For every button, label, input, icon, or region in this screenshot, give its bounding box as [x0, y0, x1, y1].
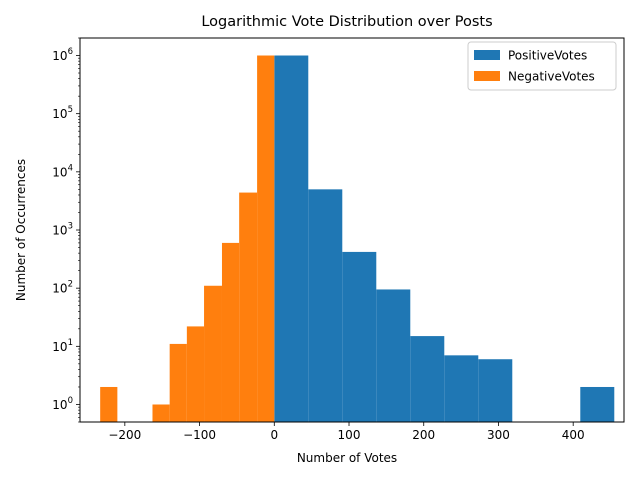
x-axis-label: Number of Votes	[297, 451, 397, 465]
legend-swatch-negativevotes	[474, 71, 500, 81]
y-tick-label: 106	[52, 47, 73, 63]
bar-negativevotes-3	[186, 326, 205, 422]
x-tick-label: 200	[412, 428, 435, 442]
bar-positivevotes-2	[342, 251, 377, 422]
x-tick-label: 0	[270, 428, 278, 442]
bar-negativevotes-1	[152, 404, 170, 422]
legend: PositiveVotes NegativeVotes	[467, 41, 617, 91]
bar-positivevotes-4	[410, 336, 445, 422]
bar-positivevotes-7	[580, 386, 615, 422]
x-tick-label: 300	[487, 428, 510, 442]
x-tick-label: −100	[183, 428, 216, 442]
x-tick-label: 100	[338, 428, 361, 442]
bar-positivevotes-6	[478, 359, 513, 422]
legend-swatch-positivevotes	[474, 50, 500, 60]
y-axis-label: Number of Occurrences	[14, 159, 28, 301]
y-axis: 100 101 102 103 104 105 106	[52, 37, 80, 423]
legend-label-positivevotes: PositiveVotes	[508, 49, 587, 63]
y-tick-label: 101	[52, 338, 73, 354]
bar-positivevotes-0	[274, 55, 309, 423]
y-tick-label: 103	[52, 222, 73, 238]
bars-layer	[100, 55, 615, 423]
y-tick-label: 105	[52, 105, 73, 121]
x-tick-label: −200	[108, 428, 141, 442]
legend-box	[467, 41, 617, 91]
y-tick-label: 102	[52, 280, 73, 296]
bar-positivevotes-5	[444, 355, 479, 422]
bar-negativevotes-7	[257, 55, 275, 423]
bar-positivevotes-3	[376, 289, 411, 422]
x-axis: −200 −100 0 100 200 300 400	[108, 422, 585, 442]
bar-positivevotes-1	[308, 189, 343, 422]
bar-negativevotes-4	[204, 285, 222, 422]
bar-negativevotes-5	[221, 242, 240, 422]
bar-negativevotes-6	[239, 192, 258, 422]
x-tick-label: 400	[562, 428, 585, 442]
legend-label-negativevotes: NegativeVotes	[508, 70, 595, 84]
chart-title: Logarithmic Vote Distribution over Posts	[201, 14, 492, 30]
y-tick-label: 104	[52, 163, 73, 179]
bar-negativevotes-0	[100, 386, 118, 422]
bar-negativevotes-2	[169, 343, 187, 422]
y-tick-label: 100	[52, 396, 73, 412]
